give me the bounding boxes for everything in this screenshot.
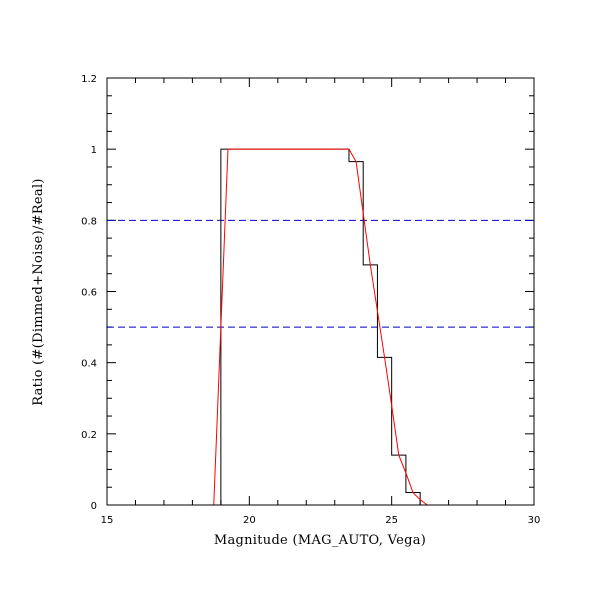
y-tick-label: 0.4	[81, 359, 97, 370]
y-tick-label: 0.2	[81, 430, 97, 441]
y-tick-label: 0.6	[81, 288, 97, 299]
x-tick-label: 30	[528, 515, 541, 526]
y-tick-label: 0	[91, 501, 97, 512]
y-axis-title: Ratio (#(Dimmed+Noise)/#Real)	[31, 178, 46, 406]
y-tick-label: 1	[91, 145, 97, 156]
x-tick-label: 25	[385, 515, 398, 526]
x-tick-label: 20	[243, 515, 256, 526]
y-tick-label: 1.2	[81, 74, 97, 85]
plot-layer: 15 20 25 30 0 0.2 0.4 0.6 0.8 1 1.2	[81, 74, 540, 526]
plot-frame	[106, 77, 535, 506]
fit-series-line	[213, 148, 534, 506]
y-tick-label: 0.8	[81, 216, 97, 227]
x-axis-title: Magnitude (MAG_AUTO, Vega)	[214, 533, 426, 548]
x-tick-label: 15	[101, 515, 114, 526]
